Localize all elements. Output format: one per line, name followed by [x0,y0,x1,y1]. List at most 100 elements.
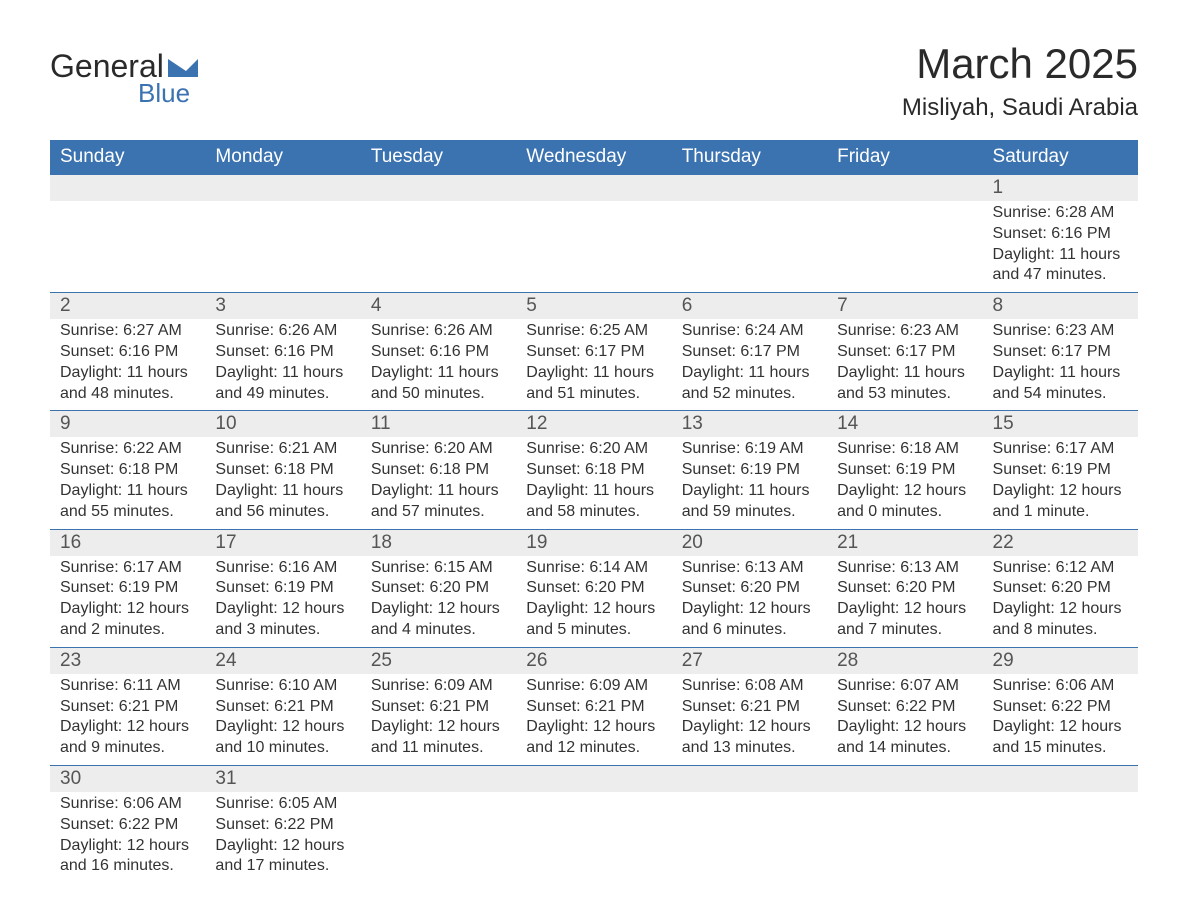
day-number-cell: 1 [983,175,1138,202]
sunrise-text: Sunrise: 6:13 AM [682,558,817,579]
sunrise-text: Sunrise: 6:09 AM [526,676,661,697]
weekday-header: Friday [827,140,982,175]
sunset-text: Sunset: 6:16 PM [993,224,1128,245]
sunrise-text: Sunrise: 6:21 AM [215,439,350,460]
daylight-text: Daylight: 11 hours and 47 minutes. [993,245,1128,287]
day-number: 13 [672,411,827,437]
day-number-cell: 16 [50,529,205,556]
sunset-text: Sunset: 6:20 PM [837,578,972,599]
day-number-cell [361,765,516,792]
weekday-header: Sunday [50,140,205,175]
day-number-cell: 4 [361,293,516,320]
sunrise-text: Sunrise: 6:17 AM [60,558,195,579]
day-number-cell: 20 [672,529,827,556]
sunset-text: Sunset: 6:17 PM [837,342,972,363]
daylight-text: Daylight: 12 hours and 1 minute. [993,481,1128,523]
daylight-text: Daylight: 12 hours and 11 minutes. [371,717,506,759]
sunrise-text: Sunrise: 6:06 AM [993,676,1128,697]
sunrise-text: Sunrise: 6:22 AM [60,439,195,460]
daylight-text: Daylight: 11 hours and 50 minutes. [371,363,506,405]
day-details-cell: Sunrise: 6:13 AMSunset: 6:20 PMDaylight:… [672,556,827,648]
daylight-text: Daylight: 12 hours and 16 minutes. [60,836,195,878]
day-details-cell: Sunrise: 6:26 AMSunset: 6:16 PMDaylight:… [205,319,360,411]
day-number: 28 [827,648,982,674]
day-details-cell: Sunrise: 6:19 AMSunset: 6:19 PMDaylight:… [672,437,827,529]
sunset-text: Sunset: 6:20 PM [993,578,1128,599]
day-number-cell [672,765,827,792]
day-number-cell: 23 [50,647,205,674]
logo-word-2: Blue [138,78,190,109]
sunrise-text: Sunrise: 6:26 AM [215,321,350,342]
day-details-cell [827,201,982,293]
day-number-row: 3031 [50,765,1138,792]
day-details-cell [983,792,1138,883]
day-details-cell [827,792,982,883]
sunrise-text: Sunrise: 6:13 AM [837,558,972,579]
sunset-text: Sunset: 6:19 PM [60,578,195,599]
day-number: 7 [827,293,982,319]
day-details-cell: Sunrise: 6:27 AMSunset: 6:16 PMDaylight:… [50,319,205,411]
daylight-text: Daylight: 12 hours and 13 minutes. [682,717,817,759]
day-number: 15 [983,411,1138,437]
daylight-text: Daylight: 11 hours and 54 minutes. [993,363,1128,405]
day-number-cell [827,765,982,792]
sunset-text: Sunset: 6:21 PM [682,697,817,718]
sunset-text: Sunset: 6:19 PM [837,460,972,481]
day-details-cell [361,201,516,293]
day-number-cell [672,175,827,202]
day-number-cell [516,175,671,202]
day-number-cell: 13 [672,411,827,438]
sunrise-text: Sunrise: 6:16 AM [215,558,350,579]
day-details-cell [672,201,827,293]
day-number-cell: 7 [827,293,982,320]
sunset-text: Sunset: 6:22 PM [215,815,350,836]
day-number-cell: 25 [361,647,516,674]
day-number-cell: 30 [50,765,205,792]
day-details-cell: Sunrise: 6:13 AMSunset: 6:20 PMDaylight:… [827,556,982,648]
day-number: 31 [205,766,360,792]
sunrise-text: Sunrise: 6:25 AM [526,321,661,342]
sunset-text: Sunset: 6:22 PM [60,815,195,836]
day-number-cell: 19 [516,529,671,556]
day-details-cell: Sunrise: 6:08 AMSunset: 6:21 PMDaylight:… [672,674,827,766]
day-details-cell: Sunrise: 6:16 AMSunset: 6:19 PMDaylight:… [205,556,360,648]
day-number: 9 [50,411,205,437]
day-number-cell: 27 [672,647,827,674]
sunset-text: Sunset: 6:20 PM [682,578,817,599]
sunset-text: Sunset: 6:18 PM [526,460,661,481]
day-number: 24 [205,648,360,674]
day-number-cell: 5 [516,293,671,320]
daylight-text: Daylight: 12 hours and 9 minutes. [60,717,195,759]
sunrise-text: Sunrise: 6:18 AM [837,439,972,460]
day-details-cell: Sunrise: 6:14 AMSunset: 6:20 PMDaylight:… [516,556,671,648]
day-details-row: Sunrise: 6:06 AMSunset: 6:22 PMDaylight:… [50,792,1138,883]
title-block: March 2025 Misliyah, Saudi Arabia [902,40,1138,122]
day-details-cell: Sunrise: 6:26 AMSunset: 6:16 PMDaylight:… [361,319,516,411]
day-details-cell: Sunrise: 6:23 AMSunset: 6:17 PMDaylight:… [983,319,1138,411]
daylight-text: Daylight: 11 hours and 53 minutes. [837,363,972,405]
weekday-header: Wednesday [516,140,671,175]
sunset-text: Sunset: 6:18 PM [215,460,350,481]
day-details-row: Sunrise: 6:22 AM Sunset: 6:18 PM Daylight:… [50,437,1138,529]
sunrise-text: Sunrise: 6:09 AM [371,676,506,697]
day-number-cell: 31 [205,765,360,792]
day-number-cell: 17 [205,529,360,556]
day-details-cell: Sunrise: 6:20 AMSunset: 6:18 PMDaylight:… [361,437,516,529]
daylight-text: Daylight: 12 hours and 14 minutes. [837,717,972,759]
day-details-cell [672,792,827,883]
day-details-cell [205,201,360,293]
day-number: 10 [205,411,360,437]
day-number-cell: 9 [50,411,205,438]
daylight-text: Daylight: 11 hours and 52 minutes. [682,363,817,405]
day-details-cell [361,792,516,883]
sunset-text: Sunset: 6:21 PM [215,697,350,718]
day-number: 19 [516,530,671,556]
day-number: 21 [827,530,982,556]
day-number-cell: 3 [205,293,360,320]
logo: General Blue [50,50,198,109]
day-details-row: Sunrise: 6:17 AMSunset: 6:19 PM Daylight:… [50,556,1138,648]
sunset-text: Sunset: 6:21 PM [526,697,661,718]
daylight-text: Daylight: 12 hours and 7 minutes. [837,599,972,641]
sunrise-text: Sunrise: 6:06 AM [60,794,195,815]
sunrise-text: Sunrise: 6:10 AM [215,676,350,697]
